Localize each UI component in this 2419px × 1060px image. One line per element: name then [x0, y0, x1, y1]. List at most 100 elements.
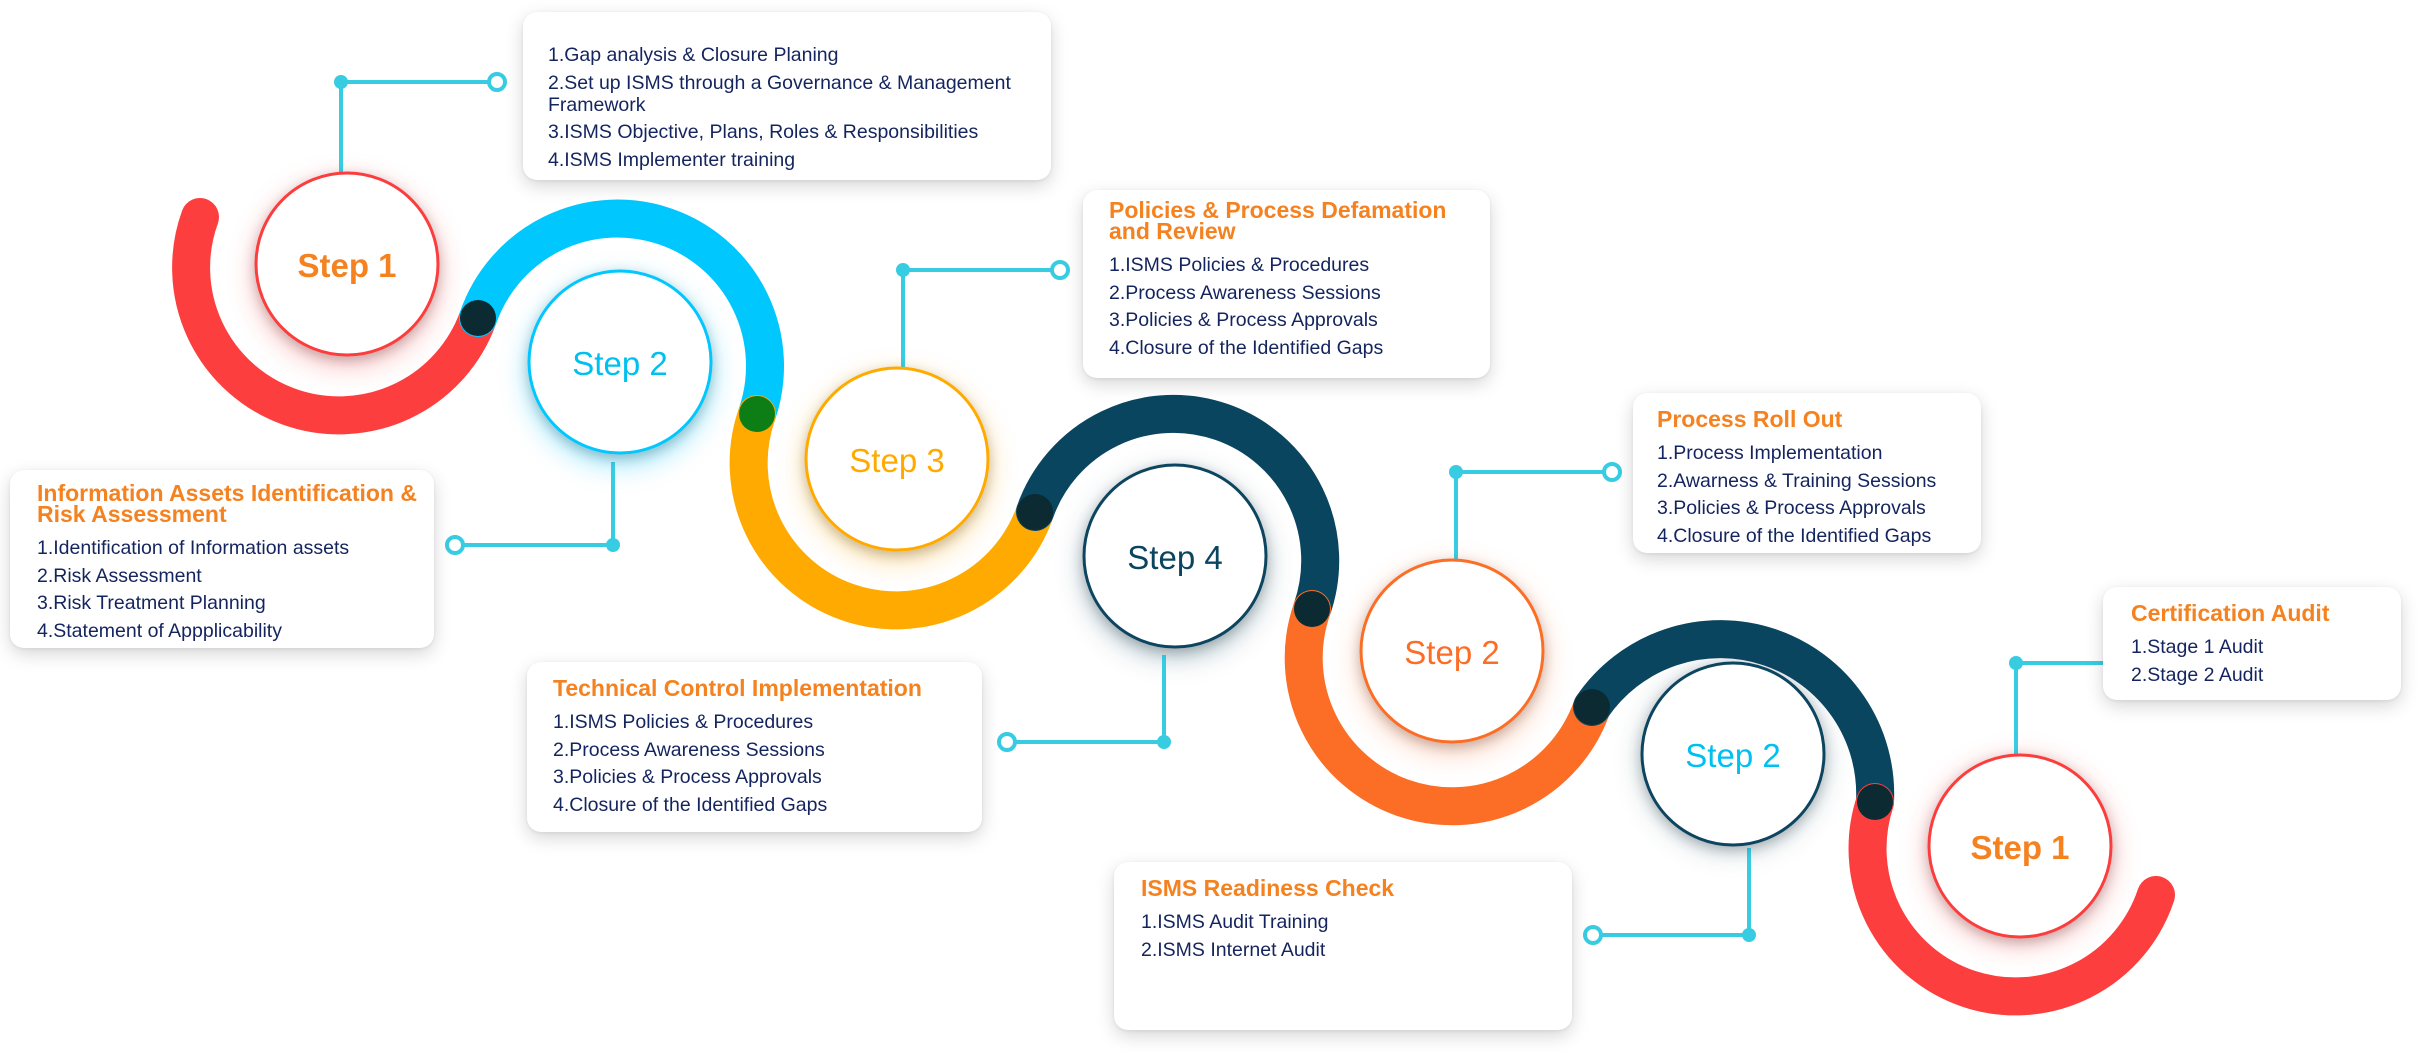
step-label: Step 4	[1127, 539, 1222, 576]
step-label: Step 1	[297, 247, 396, 284]
connector-dot	[1742, 928, 1756, 942]
connector-assets	[455, 462, 615, 547]
step-node-1	[254, 171, 440, 357]
connector-policies	[901, 268, 1060, 370]
card-list: 1.Identification of Information assets 2…	[37, 537, 420, 642]
arc-red-left	[172, 198, 497, 435]
card-title: Certification Audit	[2131, 600, 2330, 626]
junction-dot	[1294, 591, 1330, 627]
card-information-assets: Information Assets Identification & Risk…	[10, 470, 434, 648]
connector-ring	[445, 535, 465, 555]
step-node-2	[527, 269, 713, 455]
card-gap-analysis: 1.Gap analysis & Closure Planing 2.Set u…	[523, 12, 1051, 180]
card-list: 1.Gap analysis & Closure Planing 2.Set u…	[548, 44, 1029, 171]
list-item: 4.Statement of Appplicability	[37, 619, 282, 642]
card-title: ISMS Readiness Check	[1141, 875, 1395, 901]
list-item: 3.Policies & Process Approvals	[1657, 497, 1926, 519]
arc-yellow	[729, 395, 1054, 630]
list-item: 2.Awarness & Training Sessions	[1657, 469, 1937, 492]
card-process-rollout: Process Roll Out 1.Process Implementatio…	[1633, 393, 1981, 553]
connector-dot	[1157, 735, 1171, 749]
junction-dot	[1857, 784, 1893, 820]
step-circle	[1640, 661, 1826, 847]
list-item: 2.Set up ISMS through a Governance & Man…	[548, 71, 1011, 116]
list-item: 3.Policies & Process Approvals	[553, 766, 822, 788]
list-item: 3.Policies & Process Approvals	[1109, 309, 1378, 331]
junction-dot	[460, 300, 496, 336]
card-list: 1.ISMS Policies & Procedures 2.Process A…	[1109, 254, 1476, 359]
connector-ring	[997, 732, 1017, 752]
step-node-3	[804, 366, 990, 552]
connector-ring	[487, 72, 507, 92]
card-technical-control: Technical Control Implementation 1.ISMS …	[527, 662, 982, 832]
junction-dot	[739, 396, 775, 432]
connector-dot	[334, 75, 348, 89]
list-item: 4.Closure of the Identified Gaps	[1109, 336, 1384, 359]
list-item: 2.Process Awareness Sessions	[553, 738, 825, 761]
list-item: 2.Risk Assessment	[37, 564, 202, 587]
step-label: Step 2	[1404, 634, 1499, 671]
card-list: 1.Stage 1 Audit 2.Stage 2 Audit	[2131, 636, 2389, 686]
connector-rollout	[1454, 470, 1612, 562]
list-item: 4.Closure of the Identified Gaps	[553, 793, 828, 816]
junction-dots	[460, 300, 1893, 820]
step-label: Step 2	[1685, 737, 1780, 774]
list-item: 2.Stage 2 Audit	[2131, 663, 2264, 686]
list-item: 2.ISMS Internet Audit	[1141, 938, 1326, 961]
list-item: 1.Identification of Information assets	[37, 537, 350, 559]
list-item: 4.ISMS Implementer training	[548, 148, 796, 171]
step-circle	[1927, 753, 2113, 939]
connector-dot	[896, 263, 910, 277]
list-item: 1.Stage 1 Audit	[2131, 636, 2264, 658]
step-node-7	[1927, 753, 2113, 939]
connector-dot	[606, 538, 620, 552]
list-item: 3.Risk Treatment Planning	[37, 592, 266, 614]
step-node-5	[1359, 558, 1545, 744]
list-item: 1.ISMS Policies & Procedures	[553, 711, 814, 733]
card-title: Process Roll Out	[1657, 406, 1843, 432]
connector-dot	[2009, 656, 2023, 670]
step-label: Step 1	[1970, 829, 2069, 866]
connector-dot	[1449, 465, 1463, 479]
list-item: 1.Process Implementation	[1657, 442, 1883, 464]
connector-ring	[1583, 925, 1603, 945]
list-item: 1.Gap analysis & Closure Planing	[548, 44, 839, 66]
arc-navy-1	[1016, 394, 1340, 628]
step-label: Step 3	[849, 442, 944, 479]
list-item: 2.Process Awareness Sessions	[1109, 281, 1381, 304]
list-item: 1.ISMS Audit Training	[1141, 911, 1329, 933]
connector-ring	[1050, 260, 1070, 280]
step-label: Step 2	[572, 345, 667, 382]
list-item: 3.ISMS Objective, Plans, Roles & Respons…	[548, 121, 979, 143]
step-node-6	[1640, 661, 1826, 847]
step-circle	[1359, 558, 1545, 744]
step-circle	[254, 171, 440, 357]
card-list: 1.Process Implementation 2.Awarness & Tr…	[1657, 442, 1969, 547]
card-list: 1.ISMS Policies & Procedures 2.Process A…	[553, 711, 968, 816]
card-title: Information Assets Identification & Risk…	[37, 480, 417, 527]
card-policies-process: Policies & Process Defamation and Review…	[1083, 190, 1490, 378]
card-title: Technical Control Implementation	[553, 675, 922, 701]
connector-certification	[2014, 661, 2110, 755]
card-readiness-check: ISMS Readiness Check 1.ISMS Audit Traini…	[1114, 862, 1572, 1030]
step-circle	[804, 366, 990, 552]
connector-ring	[1602, 462, 1622, 482]
arc-cyan	[459, 199, 785, 433]
snake-path	[172, 198, 2175, 1016]
card-list: 1.ISMS Audit Training 2.ISMS Internet Au…	[1141, 911, 1558, 961]
step-circle	[1082, 463, 1268, 649]
connector-endpoints	[334, 72, 2023, 945]
step-circles: Step 1 Step 2 Step 3 Step 4 Step 2 Step …	[254, 171, 2113, 939]
card-title: Policies & Process Defamation and Review	[1109, 197, 1447, 244]
arc-navy-2	[1573, 620, 1895, 821]
junction-dot	[1017, 494, 1053, 530]
list-item: 4.Closure of the Identified Gaps	[1657, 524, 1932, 547]
junction-dot	[1574, 689, 1610, 725]
connector-readiness	[1593, 848, 1751, 937]
connector-gap	[339, 80, 497, 173]
card-certification-audit: Certification Audit 1.Stage 1 Audit 2.St…	[2103, 587, 2401, 700]
arc-red-right	[1848, 783, 2175, 1016]
connector-technical	[1007, 655, 1166, 744]
step-circle	[527, 269, 713, 455]
